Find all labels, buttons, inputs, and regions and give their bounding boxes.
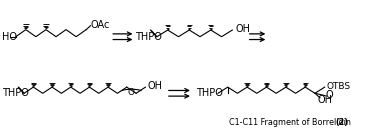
Text: (2): (2) bbox=[335, 118, 348, 127]
Text: O: O bbox=[326, 90, 333, 100]
Text: O: O bbox=[128, 88, 135, 97]
Text: OTBS: OTBS bbox=[327, 82, 350, 91]
Text: THPO: THPO bbox=[197, 88, 223, 98]
Text: OAc: OAc bbox=[91, 20, 110, 30]
Text: THPO: THPO bbox=[135, 32, 162, 42]
Text: OH: OH bbox=[147, 82, 162, 92]
Text: THPO: THPO bbox=[3, 88, 29, 98]
Text: OH: OH bbox=[235, 24, 250, 34]
Text: OH: OH bbox=[317, 95, 332, 105]
Text: C1-C11 Fragment of Borrelidin: C1-C11 Fragment of Borrelidin bbox=[229, 118, 353, 127]
Text: HO: HO bbox=[3, 32, 17, 42]
